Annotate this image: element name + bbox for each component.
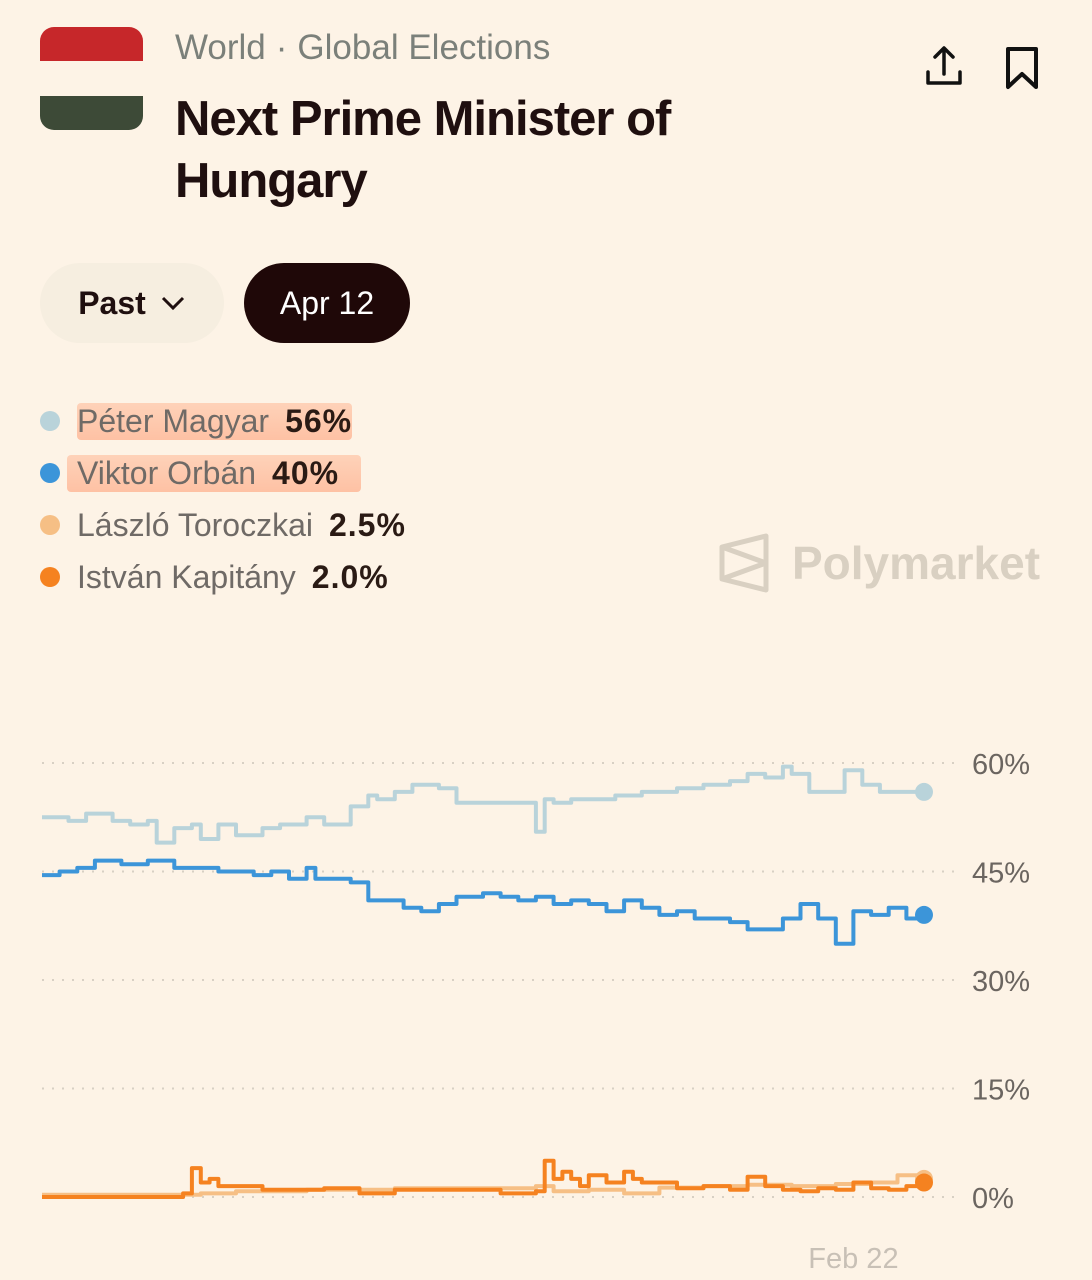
period-dropdown[interactable]: Past: [40, 263, 224, 343]
y-tick-label: 60%: [972, 749, 1030, 781]
breadcrumb-separator: ·: [275, 28, 288, 67]
flag-stripe: [40, 27, 143, 62]
legend-item: Péter Magyar 56%: [40, 395, 406, 447]
legend-name: László Toroczkai: [77, 506, 313, 543]
legend-item: Viktor Orbán 40%: [40, 447, 406, 499]
series-endpoint: [915, 782, 933, 801]
series-line: [42, 764, 924, 845]
legend-dot: [40, 411, 60, 431]
legend-dot: [40, 567, 60, 587]
period-label: Past: [78, 284, 146, 321]
legend-highlight: Péter Magyar 56%: [77, 402, 353, 440]
share-icon[interactable]: [924, 44, 964, 88]
breadcrumb-world[interactable]: World: [175, 28, 266, 67]
legend-value: 40%: [272, 454, 340, 491]
legend-value: 2.5%: [328, 506, 406, 543]
legend-item: István Kapitány 2.0%: [40, 551, 406, 603]
bookmark-icon[interactable]: [1004, 46, 1040, 90]
chevron-down-icon: [161, 296, 184, 311]
legend-value: 56%: [285, 402, 353, 439]
legend-value: 2.0%: [311, 558, 389, 595]
series-line: [42, 1158, 926, 1199]
legend-highlight: Viktor Orbán 40%: [67, 454, 362, 492]
flag-stripe: [40, 95, 143, 130]
legend-name: Viktor Orbán: [77, 454, 257, 491]
price-chart[interactable]: 60% 45% 30% 15% 0% Feb 22: [0, 700, 1092, 1280]
y-tick-label: 45%: [972, 858, 1030, 890]
legend-item: László Toroczkai 2.5%: [40, 499, 406, 551]
y-tick-label: 0%: [972, 1183, 1014, 1215]
chart-legend: Péter Magyar 56% Viktor Orbán 40% László T…: [40, 395, 406, 603]
breadcrumb-global-elections[interactable]: Global Elections: [297, 28, 551, 67]
breadcrumb: World · Global Elections: [175, 28, 550, 68]
series-endpoint: [915, 1173, 933, 1192]
y-tick-label: 30%: [972, 966, 1030, 998]
legend-dot: [40, 463, 60, 483]
y-tick-label: 15%: [972, 1075, 1030, 1107]
page-title: Next Prime Minister of Hungary: [175, 92, 671, 208]
flag-stripe: [40, 61, 143, 96]
series-endpoint: [915, 905, 933, 924]
series-line: [42, 1173, 926, 1197]
legend-name: Péter Magyar: [77, 402, 270, 439]
x-tick-label: Feb 22: [808, 1243, 898, 1275]
legend-name: István Kapitány: [77, 558, 296, 595]
hungary-flag-icon: [40, 27, 143, 130]
polymarket-logo-icon: [719, 533, 769, 593]
date-button-apr-12[interactable]: Apr 12: [244, 263, 410, 343]
polymarket-watermark: Polymarket: [718, 533, 1040, 593]
watermark-text: Polymarket: [792, 537, 1041, 589]
legend-dot: [40, 515, 60, 535]
series-line: [42, 858, 926, 946]
